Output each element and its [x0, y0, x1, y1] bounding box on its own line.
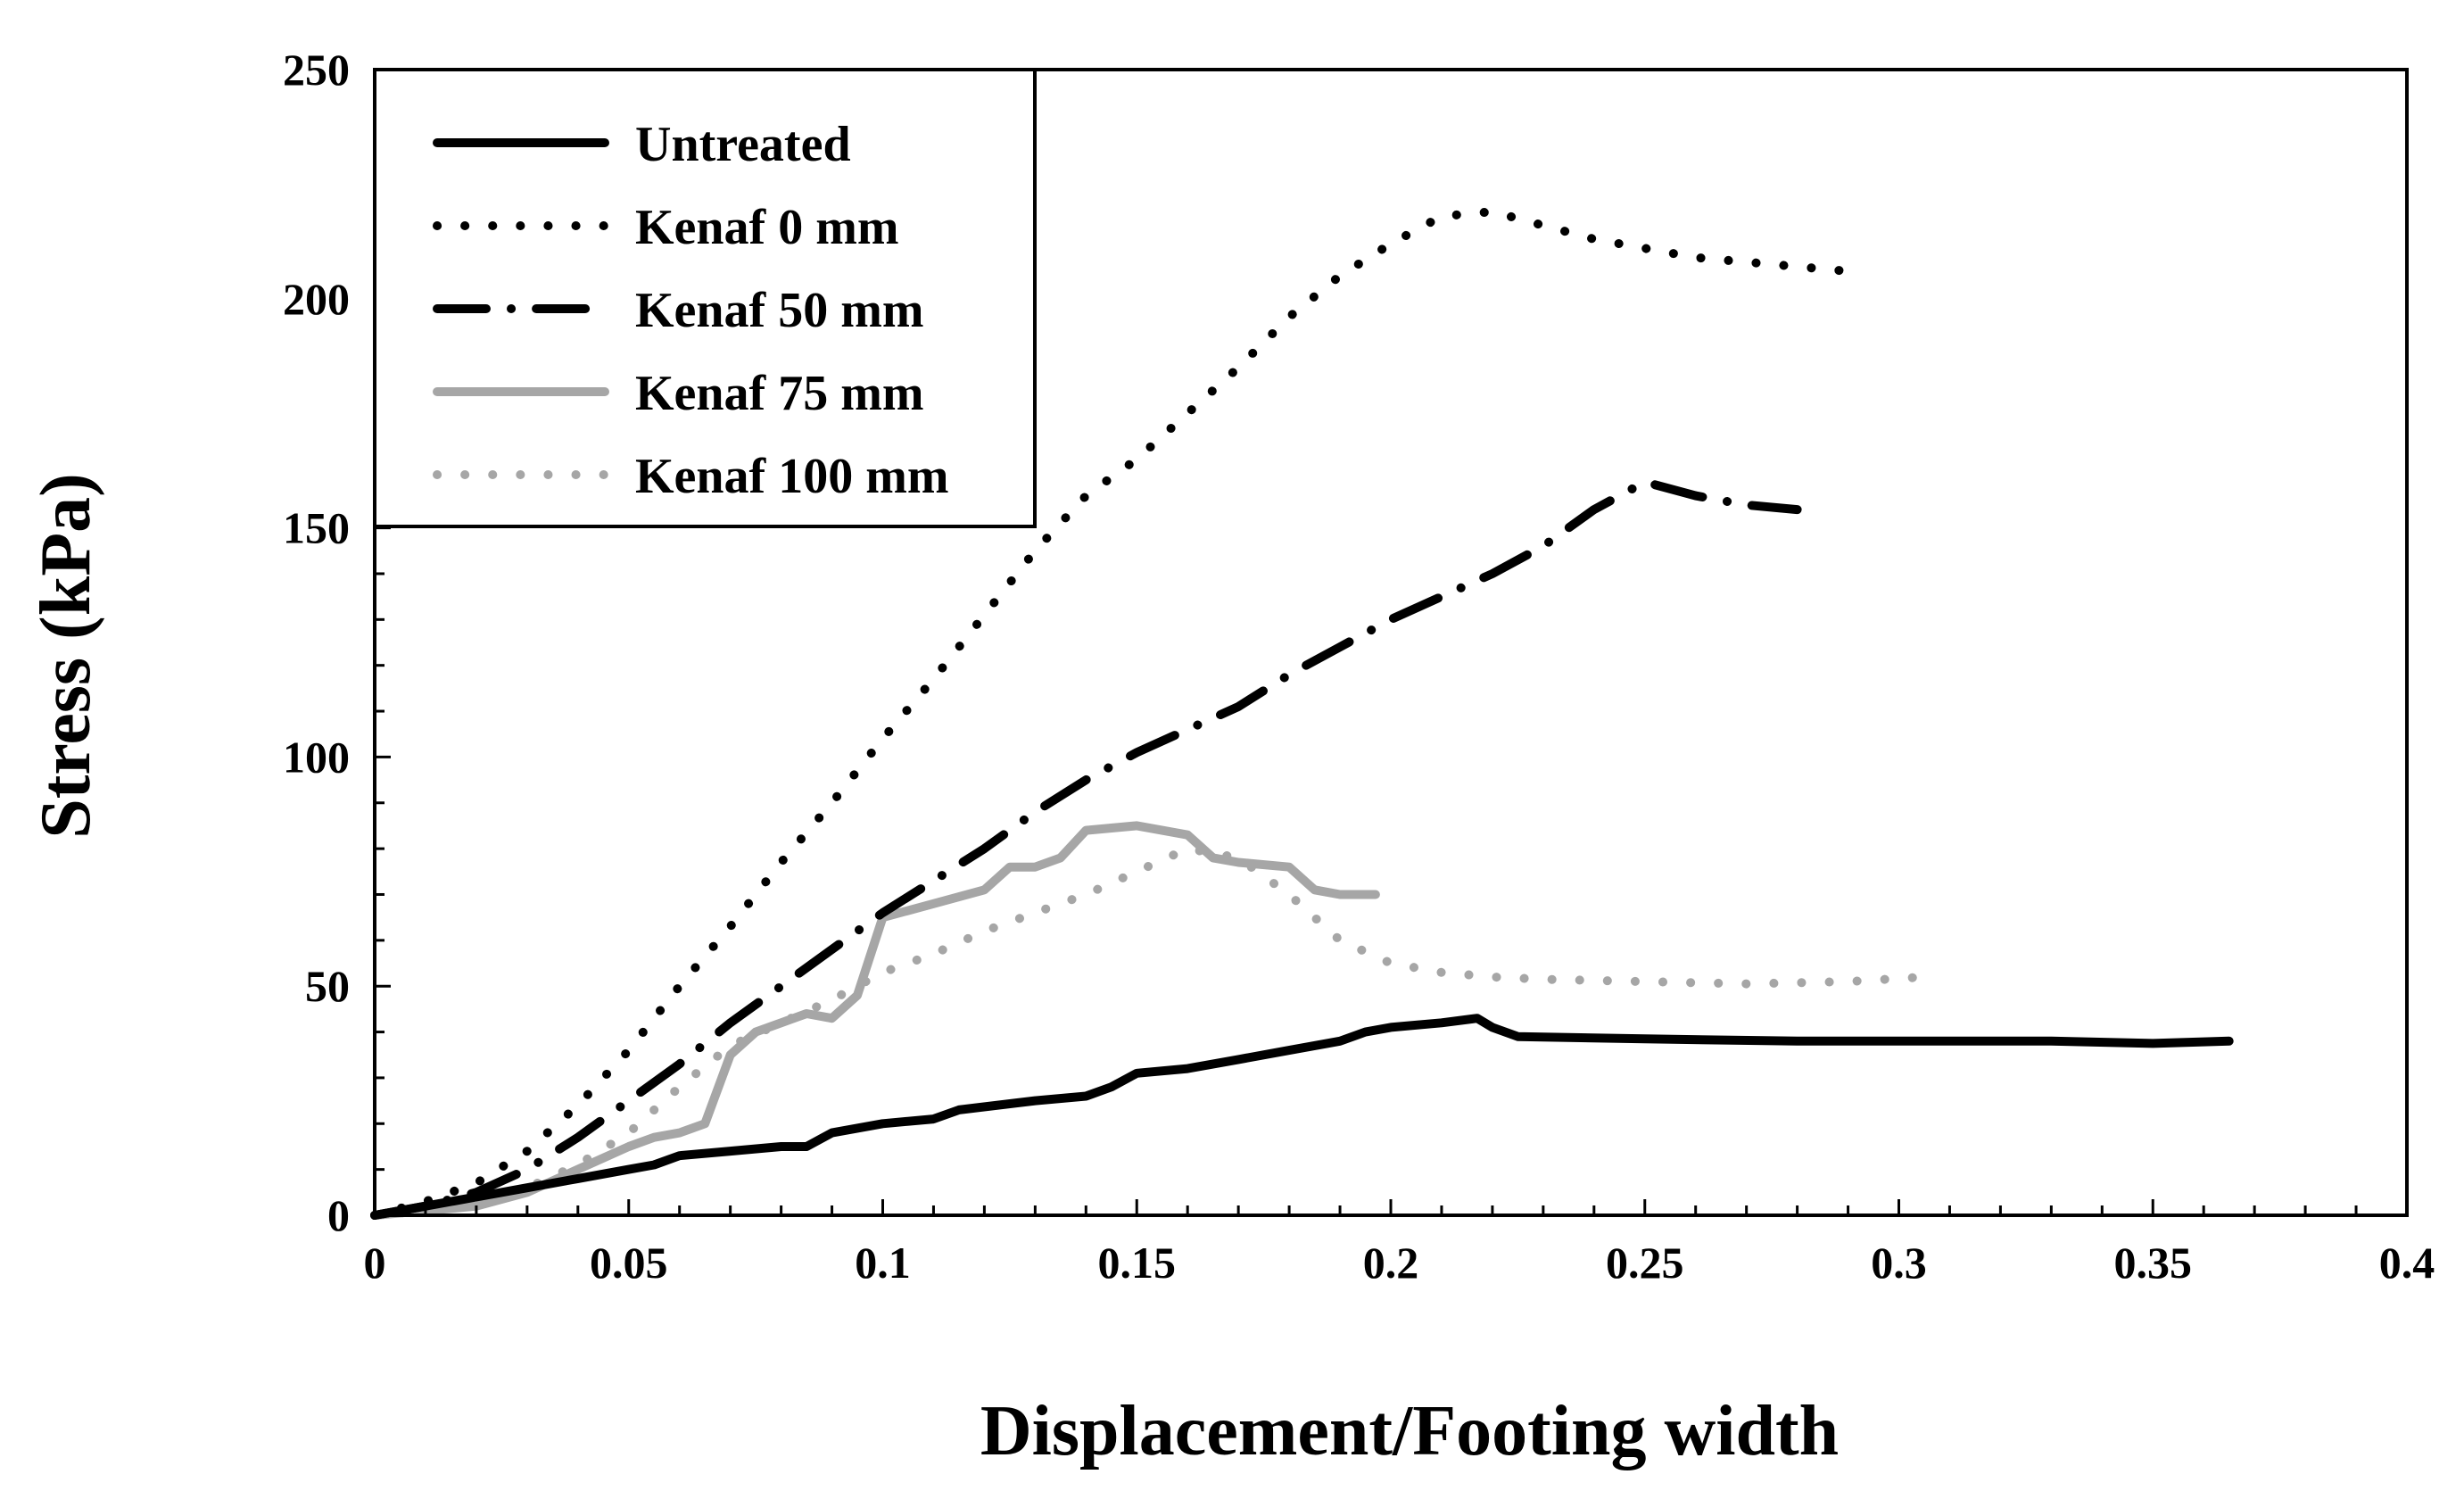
legend-label-kenaf-0-mm: Kenaf 0 mm: [635, 200, 899, 255]
y-tick-label: 200: [283, 274, 350, 324]
y-axis-title: Stress (kPa): [27, 473, 105, 839]
legend-label-kenaf-50-mm: Kenaf 50 mm: [635, 283, 924, 338]
y-tick-label: 250: [283, 45, 350, 95]
legend: Untreated Kenaf 0 mm Kenaf 50 mm Kenaf 75 m…: [373, 68, 1037, 528]
series-layer: [370, 207, 2234, 1220]
series-line-kenaf-50-mm: [370, 477, 1802, 1220]
legend-label-kenaf-100-mm: Kenaf 100 mm: [635, 449, 949, 504]
x-tick-label: 0.35: [2114, 1238, 2193, 1288]
x-tick-label: 0.4: [2379, 1238, 2435, 1288]
ticks-layer: 0 0.05 0.1 0.15 0.2 0.25 0.3 0.35 0.4 0 50 100 150 20…: [283, 45, 2435, 1288]
legend-label-untreated: Untreated: [635, 117, 851, 172]
x-tick-label: 0: [364, 1238, 386, 1288]
x-tick-label: 0.15: [1098, 1238, 1177, 1288]
x-tick-label: 0.25: [1606, 1238, 1684, 1288]
x-tick-label: 0.3: [1871, 1238, 1927, 1288]
series-line-untreated: [370, 1014, 2234, 1220]
y-tick-label: 0: [327, 1190, 350, 1240]
x-tick-label: 0.05: [590, 1238, 668, 1288]
x-axis-title: Displacement/Footing width: [980, 1392, 1839, 1470]
y-tick-label: 50: [305, 961, 350, 1011]
series-line-kenaf-75-mm: [370, 821, 1380, 1220]
legend-label-kenaf-75-mm: Kenaf 75 mm: [635, 366, 924, 421]
y-tick-label: 150: [283, 503, 350, 553]
x-tick-label: 0.1: [855, 1238, 911, 1288]
y-tick-label: 100: [283, 732, 350, 782]
x-tick-label: 0.2: [1363, 1238, 1419, 1288]
